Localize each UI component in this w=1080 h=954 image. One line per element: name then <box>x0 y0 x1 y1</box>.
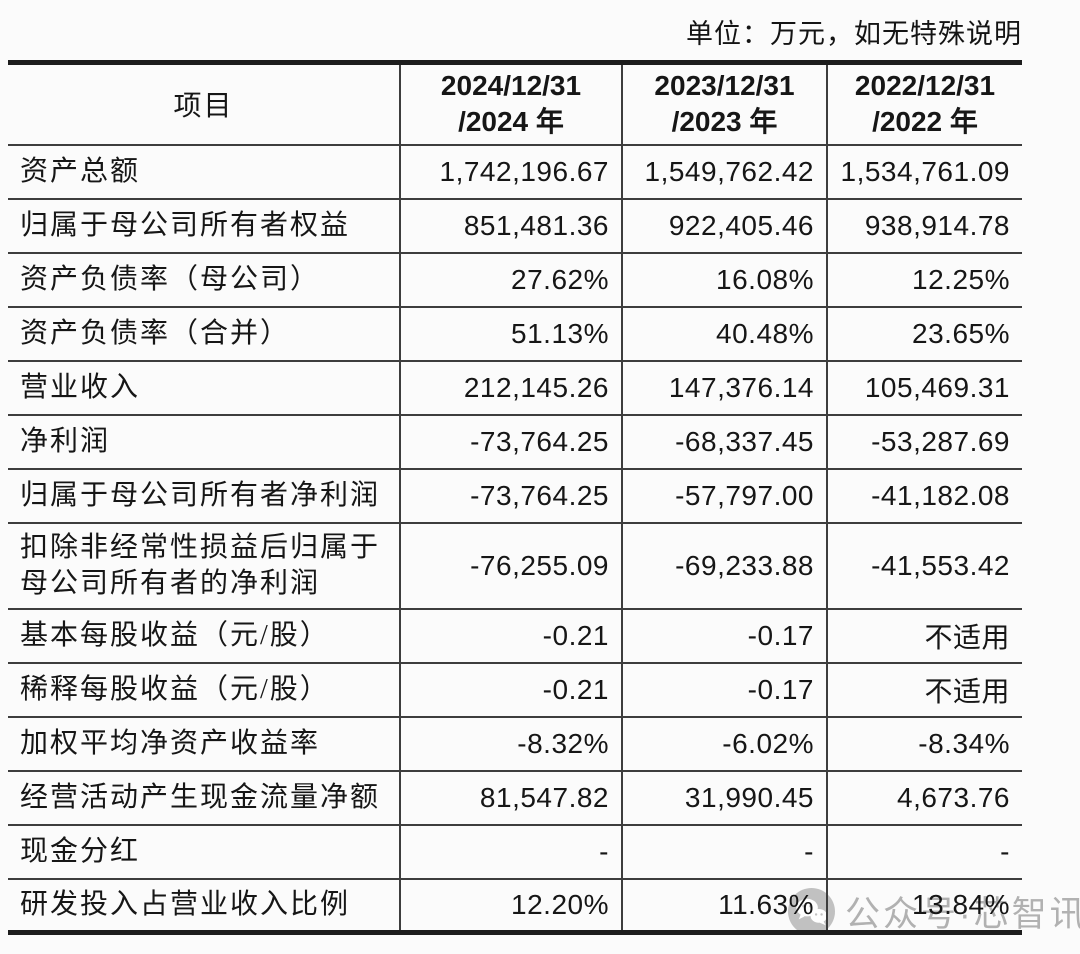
header-2022-line1: 2022/12/31 <box>854 70 996 102</box>
row-value: 212,145.26 <box>399 359 622 415</box>
row-value: -57,797.00 <box>621 467 827 523</box>
row-label: 稀释每股收益（元/股） <box>8 661 400 717</box>
row-value: -6.02% <box>621 715 827 771</box>
row-value: 23.65% <box>826 305 1022 361</box>
table-row-rd-ratio: 研发投入占营业收入比例 12.20% 11.63% 13.84% <box>8 877 1022 933</box>
row-value: 不适用 <box>826 661 1022 717</box>
row-value: 40.48% <box>621 305 827 361</box>
row-value: 11.63% <box>621 877 827 933</box>
table-row-debt-ratio-consolidated: 资产负债率（合并） 51.13% 40.48% 23.65% <box>8 305 1022 361</box>
row-value: -0.21 <box>399 607 622 663</box>
row-value: -41,553.42 <box>826 521 1022 609</box>
row-value: 1,534,761.09 <box>826 143 1022 199</box>
row-value: -41,182.08 <box>826 467 1022 523</box>
row-value: -0.17 <box>621 661 827 717</box>
row-value: 938,914.78 <box>826 197 1022 253</box>
table-row-parent-net-profit: 归属于母公司所有者净利润 -73,764.25 -57,797.00 -41,1… <box>8 467 1022 523</box>
row-value: 27.62% <box>399 251 622 307</box>
header-row: 项目 2024/12/31 /2024 年 2023/12/31 /2023 年… <box>8 62 1022 145</box>
row-value: - <box>826 823 1022 879</box>
header-item: 项目 <box>173 91 234 123</box>
row-value: 105,469.31 <box>826 359 1022 415</box>
row-label: 研发投入占营业收入比例 <box>8 877 400 933</box>
row-label: 资产负债率（母公司） <box>8 251 400 307</box>
financial-summary-table: 项目 2024/12/31 /2024 年 2023/12/31 /2023 年… <box>8 60 1022 935</box>
row-value: 51.13% <box>399 305 622 361</box>
row-value: 16.08% <box>621 251 827 307</box>
row-value: 31,990.45 <box>621 769 827 825</box>
table-row-operating-cash-flow: 经营活动产生现金流量净额 81,547.82 31,990.45 4,673.7… <box>8 769 1022 825</box>
header-2022-line2: /2022 年 <box>872 106 978 138</box>
header-2023-line1: 2023/12/31 <box>654 70 795 102</box>
header-2024-line2: /2024 年 <box>458 106 564 138</box>
row-value: -8.32% <box>399 715 622 771</box>
row-value: 1,549,762.42 <box>621 143 827 199</box>
row-value: 922,405.46 <box>621 197 827 253</box>
header-2022: 2022/12/31 /2022 年 <box>826 62 1022 145</box>
table-row-parent-equity: 归属于母公司所有者权益 851,481.36 922,405.46 938,91… <box>8 197 1022 253</box>
row-value: 4,673.76 <box>826 769 1022 825</box>
row-value: 12.25% <box>826 251 1022 307</box>
row-value: -69,233.88 <box>621 521 827 609</box>
header-2023: 2023/12/31 /2023 年 <box>621 62 827 145</box>
row-value: 1,742,196.67 <box>399 143 622 199</box>
row-label: 经营活动产生现金流量净额 <box>8 769 400 825</box>
table-row-revenue: 营业收入 212,145.26 147,376.14 105,469.31 <box>8 359 1022 415</box>
row-label: 资产总额 <box>8 143 400 199</box>
row-value: 851,481.36 <box>399 197 622 253</box>
row-label: 归属于母公司所有者权益 <box>8 197 400 253</box>
row-label: 营业收入 <box>8 359 400 415</box>
row-label: 净利润 <box>8 413 400 469</box>
row-value: -76,255.09 <box>399 521 622 609</box>
unit-note: 单位：万元，如无特殊说明 <box>686 19 1022 49</box>
row-value: -53,287.69 <box>826 413 1022 469</box>
row-value: -73,764.25 <box>399 467 622 523</box>
header-2024-line1: 2024/12/31 <box>440 70 582 102</box>
row-value: -0.17 <box>621 607 827 663</box>
row-value: -68,337.45 <box>621 413 827 469</box>
row-label: 现金分红 <box>8 823 400 879</box>
row-label: 加权平均净资产收益率 <box>8 715 400 771</box>
row-label: 资产负债率（合并） <box>8 305 400 361</box>
table-row-debt-ratio-parent: 资产负债率（母公司） 27.62% 16.08% 12.25% <box>8 251 1022 307</box>
table-row-weighted-roe: 加权平均净资产收益率 -8.32% -6.02% -8.34% <box>8 715 1022 771</box>
row-value: -0.21 <box>399 661 622 717</box>
row-value: - <box>399 823 622 879</box>
table-row-non-recurring-net-profit: 扣除非经常性损益后归属于母公司所有者的净利润 -76,255.09 -69,23… <box>8 521 1022 609</box>
table-row-diluted-eps: 稀释每股收益（元/股） -0.21 -0.17 不适用 <box>8 661 1022 717</box>
row-value: - <box>621 823 827 879</box>
table-row-total-assets: 资产总额 1,742,196.67 1,549,762.42 1,534,761… <box>8 143 1022 199</box>
row-value: 不适用 <box>826 607 1022 663</box>
header-2024: 2024/12/31 /2024 年 <box>399 62 622 145</box>
header-2023-line2: /2023 年 <box>671 106 778 138</box>
row-label: 扣除非经常性损益后归属于母公司所有者的净利润 <box>8 521 400 609</box>
table-row-basic-eps: 基本每股收益（元/股） -0.21 -0.17 不适用 <box>8 607 1022 663</box>
row-label: 基本每股收益（元/股） <box>8 607 400 663</box>
table-row-cash-dividend: 现金分红 - - - <box>8 823 1022 879</box>
row-label: 归属于母公司所有者净利润 <box>8 467 400 523</box>
row-value: 13.84% <box>826 877 1022 933</box>
row-value: 12.20% <box>399 877 622 933</box>
row-value: 81,547.82 <box>399 769 622 825</box>
row-value: -73,764.25 <box>399 413 622 469</box>
row-value: 147,376.14 <box>621 359 827 415</box>
row-value: -8.34% <box>826 715 1022 771</box>
table-row-net-profit: 净利润 -73,764.25 -68,337.45 -53,287.69 <box>8 413 1022 469</box>
